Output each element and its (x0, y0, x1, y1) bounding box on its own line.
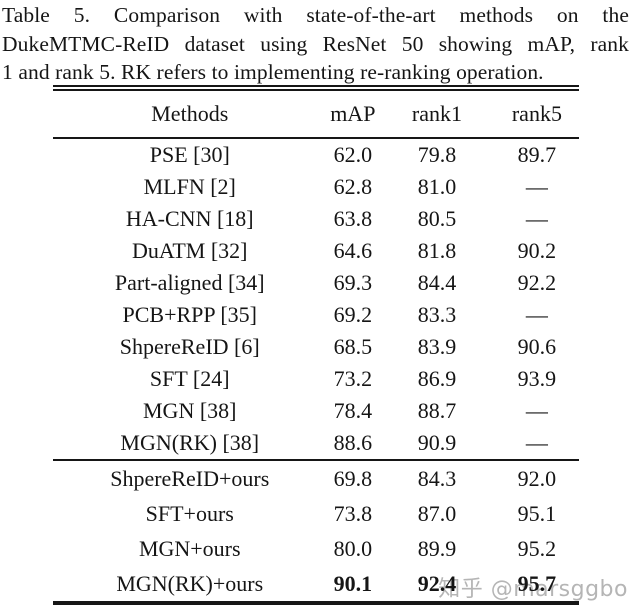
table-row: MGN [38] 78.4 88.7 — (53, 395, 579, 427)
map-cell: 78.4 (333, 398, 373, 423)
table-row: HA-CNN [18] 63.8 80.5 — (53, 203, 579, 235)
method-cell: MGN(RK) [38] (120, 430, 260, 455)
rank1-cell: 80.5 (417, 206, 457, 231)
caption-line-2: DukeMTMC-ReID dataset using ResNet 50 sh… (2, 31, 629, 56)
method-cell: SFT [24] (149, 366, 230, 391)
map-cell: 63.8 (333, 206, 373, 231)
table-row: ShpereReID [6] 68.5 83.9 90.6 (53, 331, 579, 363)
header-rank5: rank5 (494, 88, 579, 139)
results-table: Methods mAP rank1 rank5 PSE [30] 62.0 79.8… (53, 85, 579, 605)
rank5-cell: 89.7 (517, 142, 557, 167)
method-cell: DuATM [32] (132, 238, 248, 263)
rank1-cell: 88.7 (417, 398, 457, 423)
rank5-cell: 90.2 (517, 238, 557, 263)
map-cell: 62.8 (333, 174, 373, 199)
method-cell: MGN(RK)+ours (116, 570, 264, 596)
table-caption: Table 5. Comparison with state-of-the-ar… (2, 1, 629, 87)
rank5-cell: — (525, 430, 548, 455)
table-section-ours: ShpereReID+ours 69.8 84.3 92.0 SFT+ours 73.8 8… (53, 459, 579, 603)
table-row: MGN(RK) [38] 88.6 90.9 — (53, 427, 579, 460)
map-cell: 62.0 (333, 142, 373, 167)
method-cell: SFT+ours (145, 500, 234, 526)
table-row: PCB+RPP [35] 69.2 83.3 — (53, 299, 579, 331)
rank1-cell: 83.3 (417, 302, 457, 327)
map-cell: 68.5 (333, 334, 373, 359)
rank5-cell: 93.9 (517, 366, 557, 391)
rank1-cell: 81.0 (417, 174, 457, 199)
map-cell: 73.8 (333, 500, 373, 526)
rank1-cell: 81.8 (417, 238, 457, 263)
rank1-cell: 84.3 (379, 459, 495, 496)
method-cell: ShpereReID+ours (53, 459, 327, 496)
rank5-cell: — (525, 398, 548, 423)
table-row: MGN(RK)+ours 90.1 92.4 95.7 (53, 566, 579, 603)
rank1-cell: 79.8 (417, 142, 457, 167)
results-table-container: Methods mAP rank1 rank5 PSE [30] 62.0 79.8… (53, 85, 579, 605)
table-row: SFT+ours 73.8 87.0 95.1 (53, 496, 579, 531)
table-header-row: Methods mAP rank1 rank5 (53, 88, 579, 139)
rank5-cell: — (525, 302, 548, 327)
header-rank1: rank1 (379, 88, 495, 139)
method-cell: MGN [38] (143, 398, 237, 423)
rank1-cell: 86.9 (417, 366, 457, 391)
rank5-cell: — (525, 206, 548, 231)
header-map: mAP (326, 88, 380, 139)
rank5-cell: — (525, 174, 548, 199)
rank5-cell: 92.0 (494, 459, 579, 496)
map-cell: 64.6 (333, 238, 373, 263)
map-cell: 69.2 (333, 302, 373, 327)
caption-line-1: Table 5. Comparison with state-of-the-ar… (2, 3, 629, 27)
map-cell: 90.1 (333, 570, 373, 596)
header-methods: Methods (53, 88, 327, 139)
rank5-cell: 92.2 (517, 270, 557, 295)
rank5-cell: 90.6 (517, 334, 557, 359)
map-cell: 73.2 (333, 366, 373, 391)
caption-line-3: 1 and rank 5. RK refers to implementing … (2, 60, 544, 84)
rank1-cell: 89.9 (417, 535, 457, 561)
method-cell: PSE [30] (149, 142, 230, 167)
table-section-sota: PSE [30] 62.0 79.8 89.7 MLFN [2] 62.8 81.0— HA-… (53, 138, 579, 460)
table-row: SFT [24] 73.2 86.9 93.9 (53, 363, 579, 395)
rank5-cell: 95.7 (517, 570, 557, 596)
map-cell: 80.0 (333, 535, 373, 561)
rank1-cell: 84.4 (417, 270, 457, 295)
rank5-cell: 95.2 (517, 535, 557, 561)
rank1-cell: 92.4 (417, 570, 457, 596)
table-row: ShpereReID+ours 69.8 84.3 92.0 (53, 459, 579, 496)
method-cell: MLFN [2] (143, 174, 236, 199)
watermark: 知乎 @marsggbo (438, 577, 628, 602)
table-row: Part-aligned [34] 69.3 84.4 92.2 (53, 267, 579, 299)
method-cell: MGN+ours (138, 535, 241, 561)
method-cell: Part-aligned [34] (114, 270, 265, 295)
rank1-cell: 90.9 (417, 430, 457, 455)
map-cell: 69.8 (326, 459, 380, 496)
rank5-cell: 95.1 (517, 500, 557, 526)
table-row: PSE [30] 62.0 79.8 89.7 (53, 138, 579, 171)
method-cell: PCB+RPP [35] (122, 302, 257, 327)
table-row: MGN+ours 80.0 89.9 95.2 (53, 531, 579, 566)
table-row: MLFN [2] 62.8 81.0 — (53, 171, 579, 203)
rank1-cell: 87.0 (417, 500, 457, 526)
map-cell: 69.3 (333, 270, 373, 295)
map-cell: 88.6 (333, 430, 373, 455)
method-cell: HA-CNN [18] (125, 206, 254, 231)
table-row: DuATM [32] 64.6 81.8 90.2 (53, 235, 579, 267)
method-cell: ShpereReID [6] (119, 334, 260, 359)
rank1-cell: 83.9 (417, 334, 457, 359)
